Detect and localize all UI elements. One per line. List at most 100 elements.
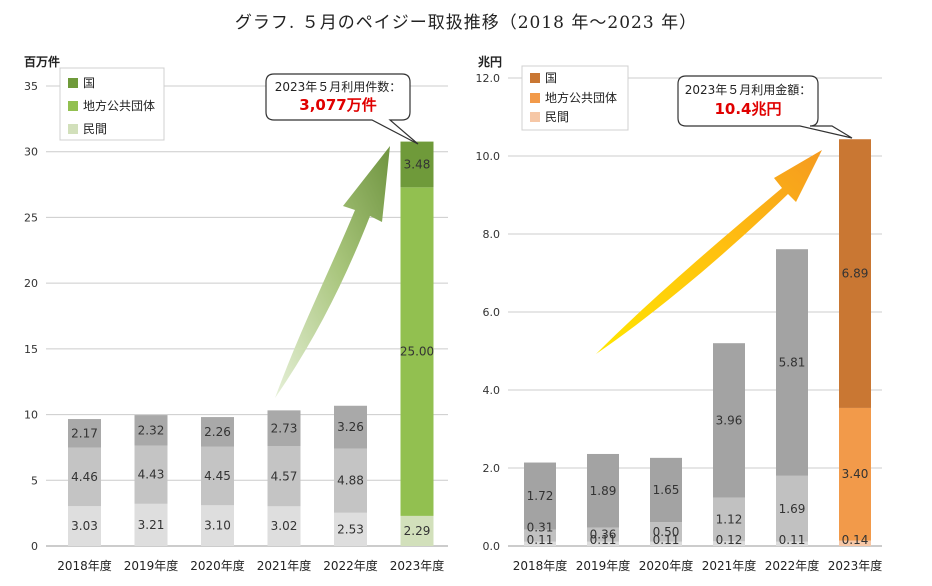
right-legend-label-national: 国 (545, 71, 557, 85)
right-category-label: 2020年度 (639, 558, 694, 573)
right-bars (524, 139, 871, 546)
right-y-ticks: 0.0 2.0 4.0 6.0 8.0 10.0 12.0 (476, 72, 501, 553)
right-bar-national (587, 453, 619, 528)
right-callout-line2: 10.4兆円 (714, 100, 781, 118)
left-bar-national (334, 405, 367, 449)
left-bar-private (334, 512, 367, 546)
right-bar-private (776, 541, 808, 546)
left-value-label-private: 3.02 (271, 519, 298, 533)
right-category-label: 2021年度 (702, 558, 757, 573)
left-category-label: 2019年度 (124, 558, 179, 573)
right-y-tick-label: 0.0 (483, 540, 501, 553)
right-gridlines (508, 77, 882, 547)
right-unit-label: 兆円 (478, 54, 502, 69)
left-value-label-national: 3.48 (404, 157, 431, 171)
right-bar-national (839, 139, 871, 408)
left-bar-private (68, 506, 101, 546)
left-value-label-national: 2.32 (138, 423, 165, 437)
right-value-label-local: 1.12 (716, 512, 743, 526)
right-bar-private (713, 541, 745, 546)
left-category-label: 2020年度 (190, 558, 245, 573)
left-y-tick-label: 35 (24, 80, 38, 93)
left-bar-local (267, 446, 301, 507)
left-value-label-national: 3.26 (337, 420, 364, 434)
left-legend: 国 地方公共団体 民間 (59, 67, 165, 141)
right-value-label-private: 0.11 (779, 533, 806, 547)
growth-arrow-orange (596, 150, 822, 354)
right-bar-local (776, 475, 808, 542)
right-y-tick-label: 8.0 (483, 228, 501, 241)
right-bar-local (524, 529, 556, 542)
right-bar-national (524, 462, 556, 530)
left-bar-national (68, 419, 101, 448)
right-legend-swatch-national (530, 73, 540, 83)
growth-arrow-green (275, 146, 390, 398)
left-category-labels: 2018年度 2019年度 2020年度 2021年度 2022年度 2023年度 (57, 558, 444, 573)
right-category-label: 2022年度 (765, 558, 820, 573)
right-value-label-private: 0.14 (842, 533, 869, 547)
left-category-label: 2018年度 (57, 558, 112, 573)
left-bar-local (68, 447, 101, 507)
left-y-tick-label: 0 (31, 540, 38, 553)
right-y-tick-label: 2.0 (483, 462, 501, 475)
left-value-label-private: 3.21 (138, 518, 165, 532)
left-bar-local (201, 446, 234, 506)
right-value-label-local: 0.31 (527, 521, 554, 535)
right-value-label-national: 1.72 (527, 489, 554, 503)
left-bar-national (134, 415, 168, 446)
left-y-tick-label: 10 (24, 409, 38, 422)
right-bar-private (650, 541, 682, 546)
left-y-ticks: 0 5 10 15 20 25 30 35 (24, 80, 38, 553)
right-value-label-national: 6.89 (842, 267, 869, 281)
left-value-label-private: 3.10 (204, 519, 231, 533)
right-legend: 国 地方公共団体 民間 (521, 65, 629, 131)
left-value-label-local: 4.43 (138, 468, 165, 482)
right-callout-line1: 2023年５月利用金額： (685, 82, 812, 97)
left-bar-national (267, 410, 301, 447)
right-legend-item-local: 地方公共団体 (530, 90, 617, 105)
right-y-tick-label: 10.0 (476, 150, 501, 163)
right-bar-local (839, 407, 871, 541)
left-value-label-private: 2.29 (404, 524, 431, 538)
right-value-label-private: 0.11 (590, 533, 617, 547)
left-legend-label-national: 国 (83, 76, 95, 90)
left-legend-label-local: 地方公共団体 (83, 98, 155, 113)
left-value-label-local: 4.46 (71, 470, 98, 484)
right-legend-swatch-local (530, 93, 540, 103)
left-legend-item-private: 民間 (68, 122, 107, 136)
left-category-label: 2022年度 (323, 558, 378, 573)
left-bar-private (400, 515, 434, 546)
right-legend-label-private: 民間 (545, 110, 569, 124)
left-legend-swatch-local (68, 101, 78, 111)
left-legend-item-national: 国 (68, 76, 95, 90)
right-category-labels: 2018年度 2019年度 2020年度 2021年度 2022年度 2023年度 (513, 558, 883, 573)
left-callout-box (265, 73, 419, 145)
left-bar-private (201, 505, 234, 546)
right-value-label-private: 0.11 (653, 533, 680, 547)
right-y-tick-label: 4.0 (483, 384, 501, 397)
right-callout: 2023年５月利用金額： 10.4兆円 (677, 75, 853, 139)
right-bar-national (776, 249, 808, 476)
right-legend-item-national: 国 (530, 71, 557, 85)
left-bar-private (267, 506, 301, 546)
left-category-label: 2021年度 (257, 558, 312, 573)
left-legend-swatch-private (68, 124, 78, 134)
left-bar-local (400, 187, 434, 516)
left-bar-local (334, 448, 367, 513)
right-value-label-national: 1.89 (590, 484, 617, 498)
right-y-tick-label: 12.0 (476, 72, 501, 85)
right-value-label-national: 1.65 (653, 483, 680, 497)
right-bar-national (650, 457, 682, 523)
right-legend-swatch-private (530, 112, 540, 122)
right-value-label-local: 0.50 (653, 525, 680, 539)
chart-title: グラフ. ５月のペイジー取扱推移（2018 年～2023 年） (234, 13, 698, 33)
left-bar-private (134, 503, 168, 546)
left-value-label-local: 4.45 (204, 469, 231, 483)
left-legend-item-local: 地方公共団体 (68, 98, 155, 113)
chart-right: 0.02.04.06.08.010.012.0 兆円 0.110.311.720… (476, 54, 883, 573)
left-y-tick-label: 30 (24, 146, 38, 159)
left-value-label-national: 2.17 (71, 426, 98, 440)
left-callout-line2: 3,077万件 (299, 96, 376, 114)
left-callout-line1: 2023年５月利用件数： (275, 79, 402, 94)
right-bar-private (524, 541, 556, 546)
